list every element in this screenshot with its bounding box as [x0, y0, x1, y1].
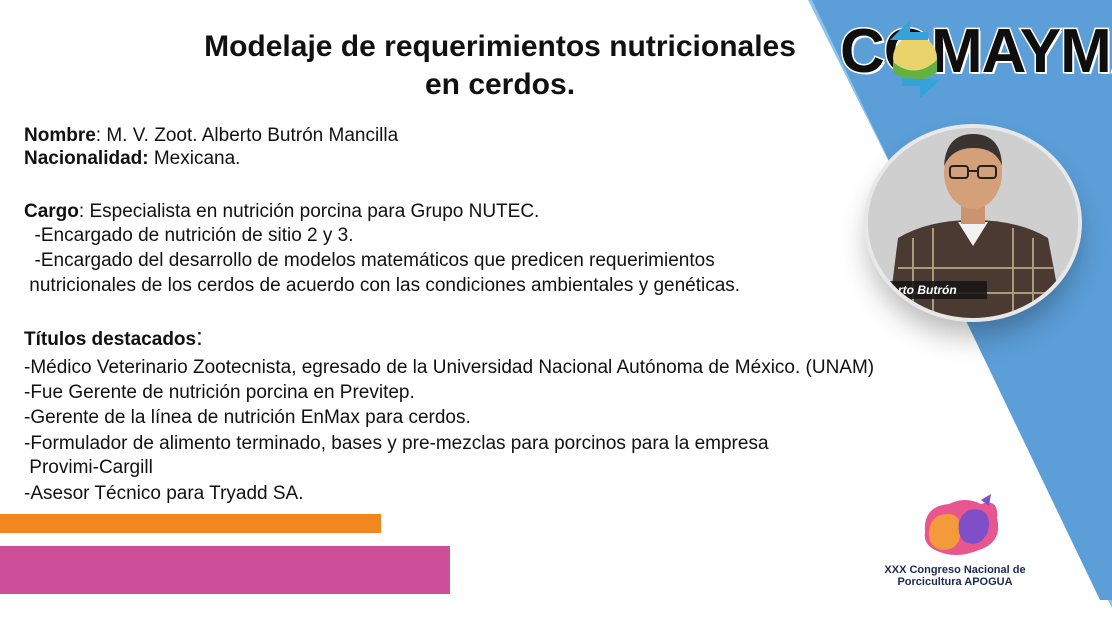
cargo-line: Cargo: Especialista en nutrición porcina… — [24, 200, 539, 223]
page-title: Modelaje de requerimientos nutricionales… — [150, 28, 850, 104]
titulos-colon: : — [196, 324, 203, 351]
congreso-line-2: Porcicultura APOGUA — [897, 576, 1013, 588]
congreso-pig-logo — [924, 494, 999, 555]
titulo-item: -Formulador de alimento terminado, bases… — [24, 433, 769, 454]
titulo-item: -Fue Gerente de nutrición porcina en Pre… — [24, 382, 415, 403]
pink-bar — [0, 546, 450, 594]
titulos-heading: Títulos destacados: — [24, 326, 203, 351]
orange-bar — [0, 514, 381, 533]
speaker-photo: rto Butrón — [868, 128, 1078, 318]
nombre-line: Nombre: M. V. Zoot. Alberto Butrón Manci… — [24, 124, 398, 147]
globe-arrows-icon — [890, 20, 940, 98]
cargo-item: -Encargado de nutrición de sitio 2 y 3. — [24, 225, 354, 246]
titulo-item: -Gerente de la línea de nutrición EnMax … — [24, 407, 471, 428]
title-line-2: en cerdos. — [424, 68, 576, 101]
comayma-logo: COMAYMA — [839, 8, 1112, 102]
cargo-label: Cargo — [24, 201, 79, 222]
logo-text: COMAYMA — [839, 16, 1112, 88]
nacionalidad-line: Nacionalidad: Mexicana. — [24, 147, 240, 170]
congreso-line-1: XXX Congreso Nacional de — [884, 564, 1026, 576]
titulo-item: -Médico Veterinario Zootecnista, egresad… — [24, 357, 875, 378]
congreso-text: XXX Congreso Nacional de Porcicultura AP… — [850, 564, 1060, 588]
titulos-label: Títulos destacados — [24, 329, 197, 350]
cargo-item: -Encargado del desarrollo de modelos mat… — [24, 250, 715, 271]
titulo-item: Provimi-Cargill — [24, 457, 153, 478]
title-line-1: Modelaje de requerimientos nutricionales — [204, 30, 796, 63]
cargo-item: nutricionales de los cerdos de acuerdo c… — [24, 275, 741, 296]
nacionalidad-label: Nacionalidad: — [24, 148, 149, 169]
nacionalidad-value: Mexicana. — [148, 148, 241, 169]
photo-caption: rto Butrón — [890, 281, 987, 299]
cargo-value: : Especialista en nutrición porcina para… — [78, 201, 540, 222]
nombre-label: Nombre — [24, 125, 96, 146]
titulo-item: -Asesor Técnico para Tryadd SA. — [24, 483, 304, 504]
nombre-value: : M. V. Zoot. Alberto Butrón Mancilla — [95, 125, 399, 146]
